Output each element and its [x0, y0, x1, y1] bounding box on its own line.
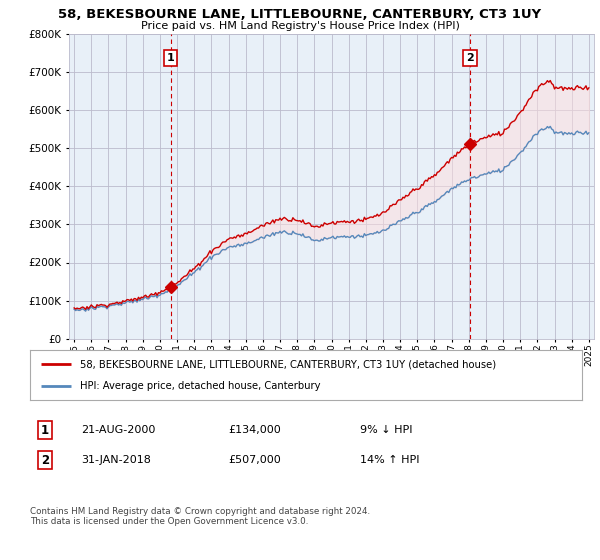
Text: Price paid vs. HM Land Registry's House Price Index (HPI): Price paid vs. HM Land Registry's House …: [140, 21, 460, 31]
Text: £507,000: £507,000: [228, 455, 281, 465]
Text: 14% ↑ HPI: 14% ↑ HPI: [360, 455, 419, 465]
Text: 58, BEKESBOURNE LANE, LITTLEBOURNE, CANTERBURY, CT3 1UY: 58, BEKESBOURNE LANE, LITTLEBOURNE, CANT…: [58, 8, 542, 21]
Text: 1: 1: [167, 53, 175, 63]
Text: 9% ↓ HPI: 9% ↓ HPI: [360, 425, 413, 435]
Text: 2: 2: [466, 53, 474, 63]
Text: 2: 2: [41, 454, 49, 467]
Text: Contains HM Land Registry data © Crown copyright and database right 2024.
This d: Contains HM Land Registry data © Crown c…: [30, 507, 370, 526]
Text: 21-AUG-2000: 21-AUG-2000: [81, 425, 155, 435]
Text: £134,000: £134,000: [228, 425, 281, 435]
Text: 31-JAN-2018: 31-JAN-2018: [81, 455, 151, 465]
Text: 1: 1: [41, 423, 49, 437]
Text: 58, BEKESBOURNE LANE, LITTLEBOURNE, CANTERBURY, CT3 1UY (detached house): 58, BEKESBOURNE LANE, LITTLEBOURNE, CANT…: [80, 359, 496, 369]
Text: HPI: Average price, detached house, Canterbury: HPI: Average price, detached house, Cant…: [80, 381, 320, 391]
